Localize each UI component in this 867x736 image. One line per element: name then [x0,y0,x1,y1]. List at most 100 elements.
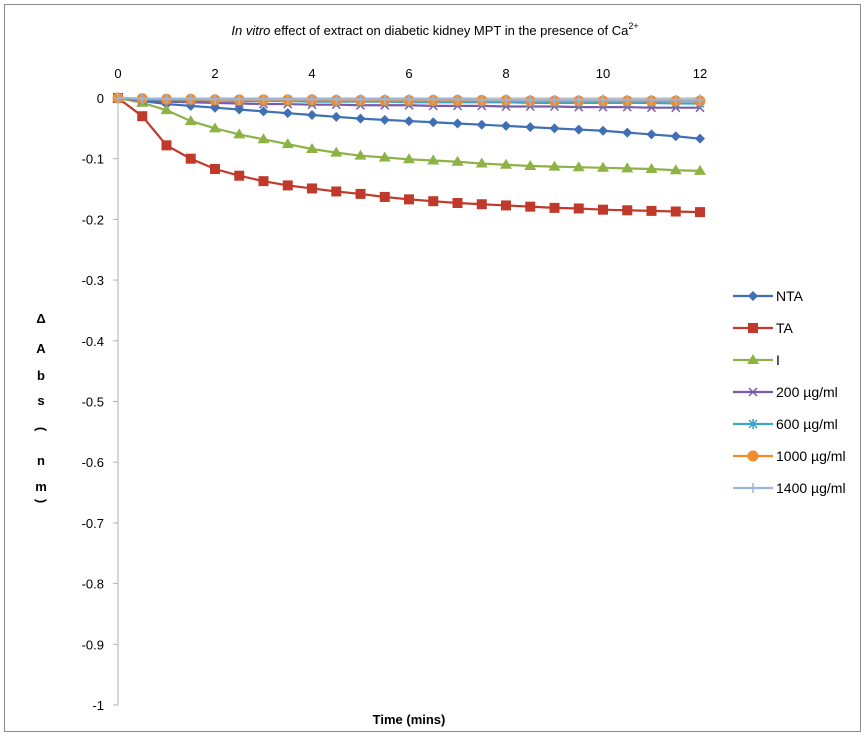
data-point [282,108,293,119]
y-axis-title-char: b [37,368,45,383]
data-point [185,93,196,104]
legend-label: I [776,352,780,368]
data-point [355,113,366,124]
data-point [210,164,220,175]
data-point [525,201,536,212]
data-point [282,94,293,105]
data-point [234,104,245,115]
legend-swatch-marker [748,419,758,429]
x-tick-label: 0 [114,66,121,81]
series-2 [112,92,706,175]
data-point [379,94,390,105]
data-point [307,94,317,105]
y-tick-label: -0.2 [82,212,104,227]
title-italic: In vitro [231,23,270,38]
data-point [695,133,705,144]
y-axis-title-char: s [37,393,44,408]
x-tick-label: 10 [596,66,610,81]
y-axis-title-char: m [35,479,47,494]
data-point [330,146,343,157]
y-tick-label: -0.8 [82,577,104,592]
y-axis-title-char: ( [34,427,49,432]
x-tick-label: 6 [405,66,412,81]
x-axis-ticks: 0 2 4 6 8 10 12 [114,66,707,98]
title-main: effect of extract on diabetic kidney MPT… [270,23,629,38]
legend-label: 600 µg/ml [776,416,838,432]
legend-label: TA [776,320,794,336]
data-point [281,138,294,149]
data-point [549,94,560,105]
y-tick-label: -0.6 [82,455,104,470]
data-point [573,94,584,105]
series-6 [113,93,705,105]
legend-label: 200 µg/ml [776,384,838,400]
data-point [572,161,585,172]
y-axis-ticks: 0 -0.1 -0.2 -0.3 -0.4 -0.5 -0.6 -0.7 -0.8 -0.9 -1 [82,91,118,713]
series-layer [112,92,706,218]
chart-frame: In vitro effect of extract on diabetic k… [4,4,861,732]
legend-item: I [733,352,780,368]
data-point [428,196,439,207]
data-point [598,125,608,136]
data-point [549,123,560,134]
data-point [258,176,269,187]
data-point [209,122,221,133]
title-superscript: 2+ [628,21,638,31]
legend-swatch-marker [748,323,758,333]
data-point [137,93,148,104]
data-point [210,94,220,105]
data-point [427,154,440,165]
legend: NTA TA I 200 µg/ml 600 µg/ml 1000 µg/ml 1400 µ… [733,288,846,496]
data-point [354,149,367,160]
data-point [646,94,657,105]
data-point [670,131,681,142]
data-point [233,128,246,139]
data-point [621,162,634,173]
x-tick-label: 12 [693,66,707,81]
data-point [670,94,681,105]
y-tick-label: 0 [97,91,104,106]
data-point [598,94,608,105]
y-tick-label: -0.4 [82,334,104,349]
data-point [306,142,318,153]
chart-title: In vitro effect of extract on diabetic k… [231,21,638,38]
data-point [451,155,464,166]
legend-swatch-marker [747,354,759,364]
x-tick-label: 8 [502,66,509,81]
data-point [160,104,173,115]
data-point [597,161,609,172]
data-point [524,159,537,170]
data-point [476,199,487,210]
data-point [645,163,658,174]
y-tick-label: -0.7 [82,516,104,531]
data-point [161,93,172,104]
data-point [525,122,536,133]
y-axis-title-char: n [37,453,45,468]
data-point [622,94,633,105]
data-point [184,115,197,126]
data-point [573,203,584,214]
data-point [598,204,608,215]
data-point [669,164,682,175]
data-point [258,106,269,117]
legend-swatch-marker [747,450,759,462]
data-point [646,205,657,216]
x-tick-label: 2 [211,66,218,81]
data-point [670,206,681,217]
data-point [331,111,342,122]
data-point [379,114,390,125]
data-point [185,153,196,164]
y-tick-label: -0.1 [82,152,104,167]
data-point [548,160,561,171]
data-point [549,202,560,213]
data-point [234,170,245,181]
y-axis-title-char: ) [34,499,49,503]
data-point [379,191,390,202]
legend-item: 600 µg/ml [733,416,838,432]
data-point [307,183,317,194]
legend-item: NTA [733,288,804,304]
legend-swatch-marker [748,483,758,493]
y-tick-label: -0.3 [82,273,104,288]
data-point [137,111,148,122]
